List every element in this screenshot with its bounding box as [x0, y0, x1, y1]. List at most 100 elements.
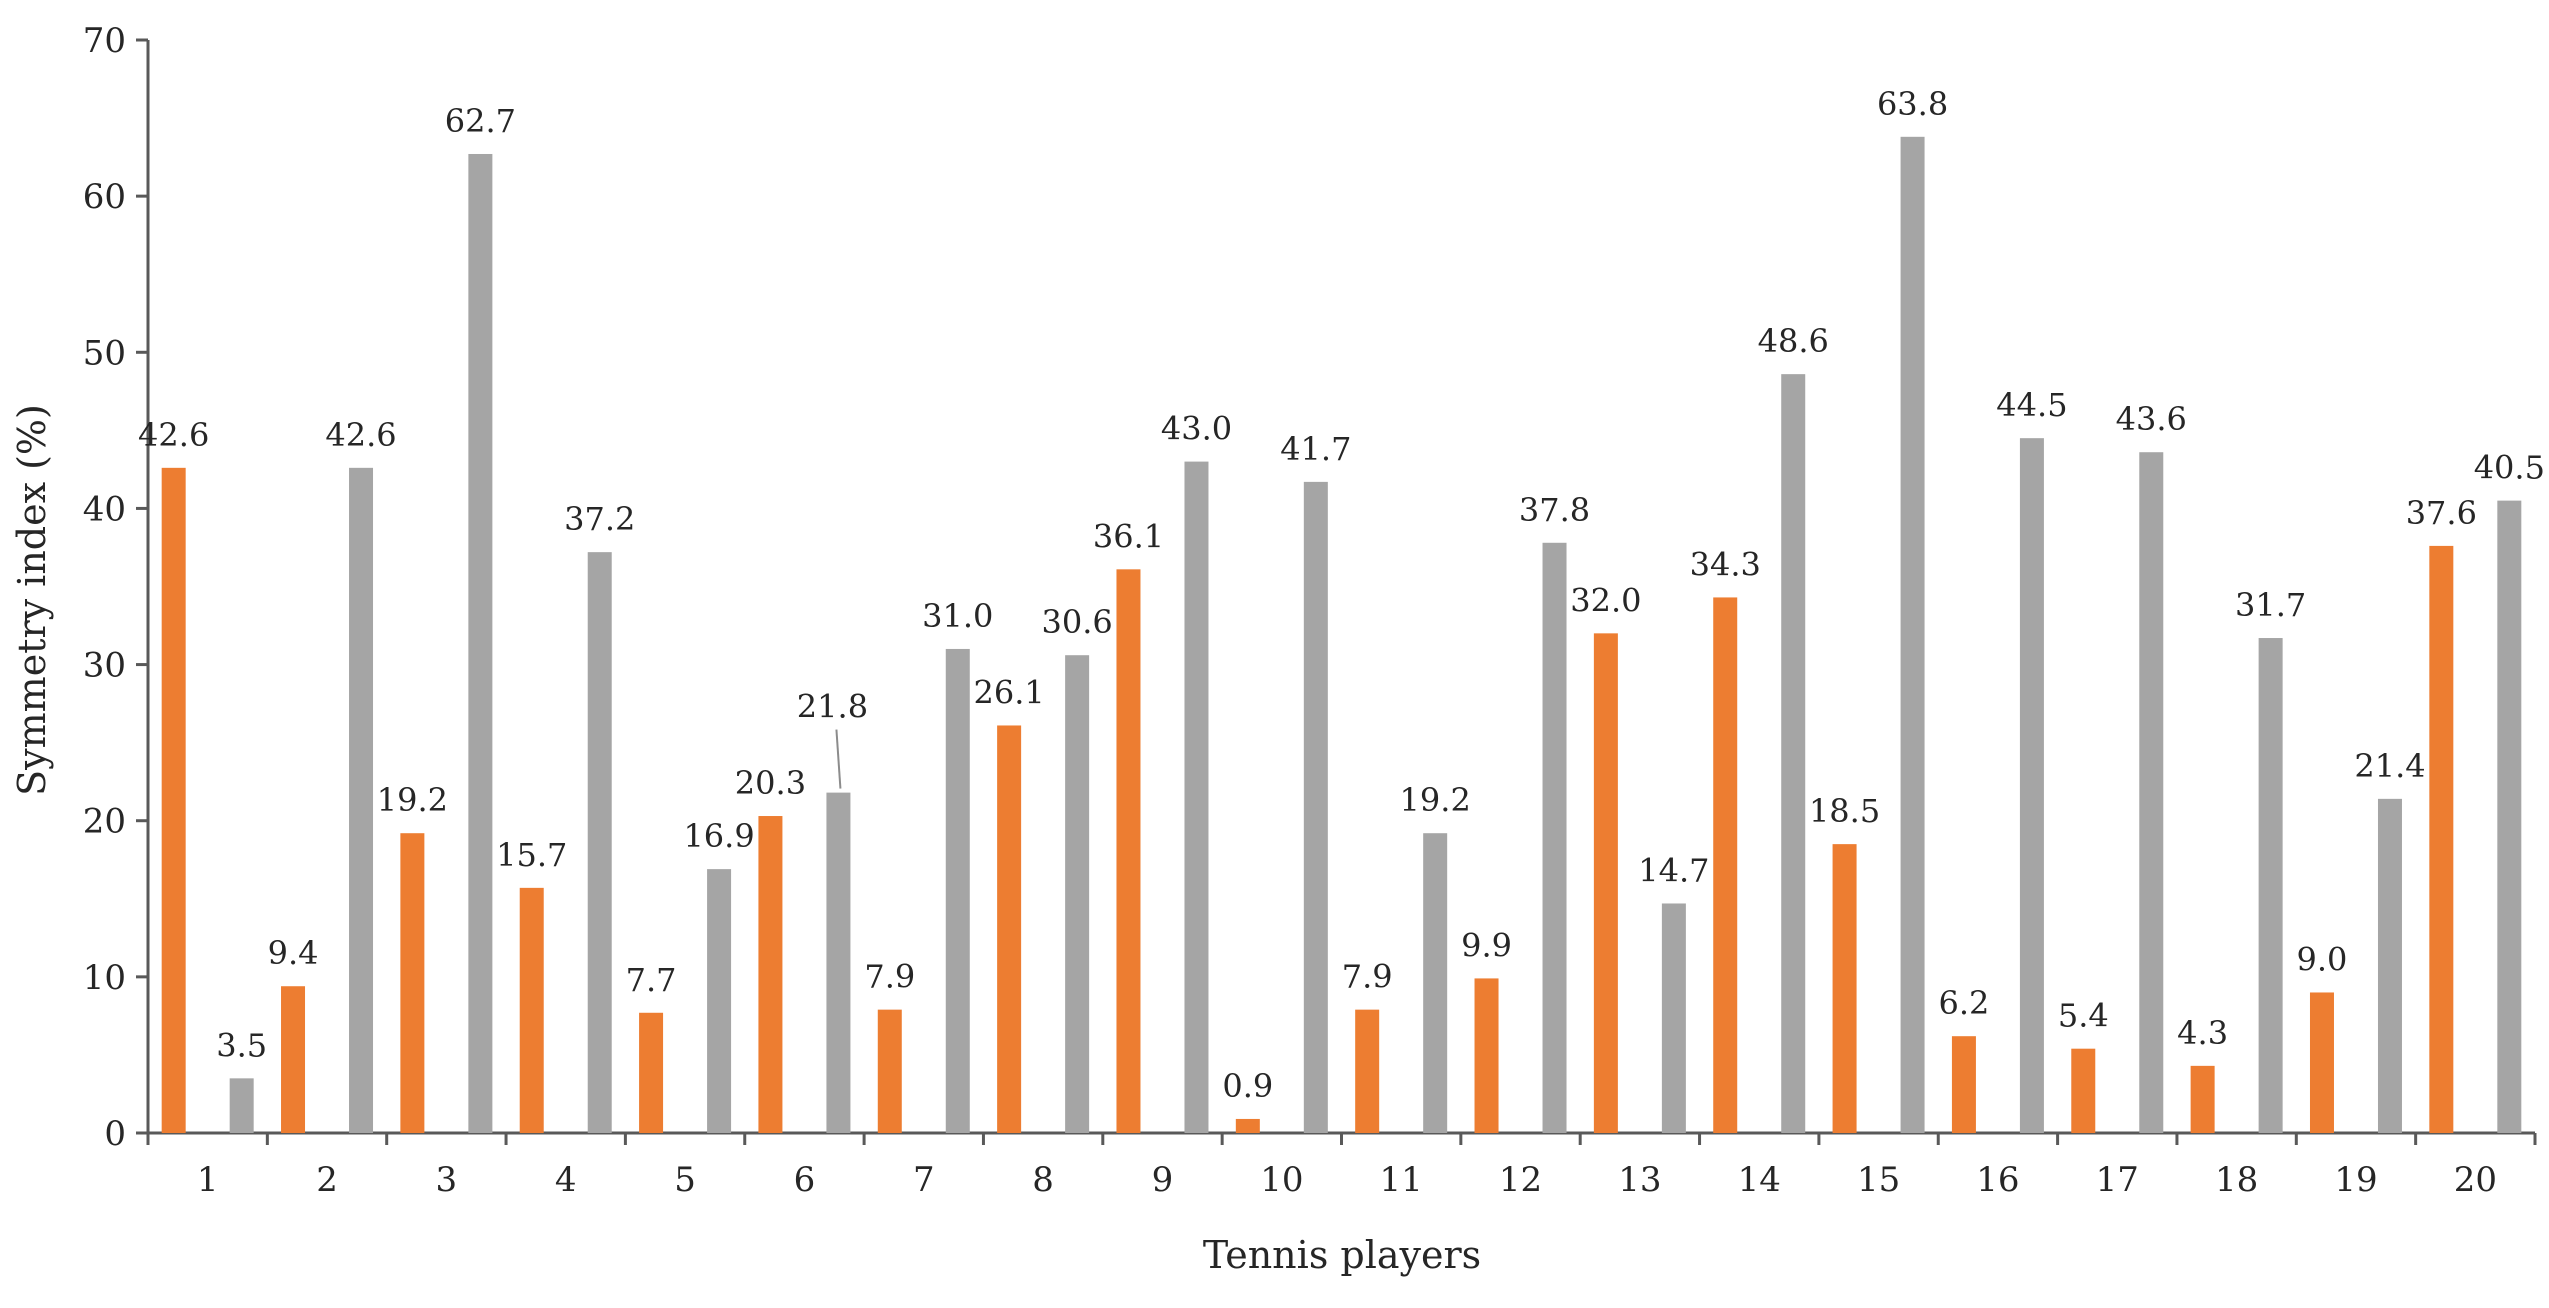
bar-series-1	[1593, 633, 1618, 1133]
bar-series-2	[1542, 542, 1567, 1133]
bar-series-2	[945, 648, 970, 1133]
data-label: 4.3	[2177, 1014, 2228, 1052]
bar-series-2	[2139, 452, 2164, 1133]
data-label: 9.0	[2297, 940, 2348, 978]
x-tick-label: 10	[1260, 1160, 1303, 1200]
y-tick-label: 20	[83, 802, 126, 842]
y-tick-label: 70	[83, 21, 126, 61]
data-label: 43.6	[2116, 400, 2187, 438]
bar-series-2	[1900, 136, 1925, 1133]
data-label: 31.0	[922, 597, 993, 635]
bar-series-1	[639, 1012, 664, 1133]
bar-series-2	[2377, 798, 2402, 1133]
y-tick-label: 40	[83, 489, 126, 529]
bar-series-2	[587, 552, 612, 1133]
data-label: 9.9	[1461, 926, 1512, 964]
x-tick-label: 19	[2334, 1160, 2377, 1200]
data-label: 32.0	[1570, 581, 1641, 619]
x-tick-label: 5	[674, 1160, 696, 1200]
x-tick-label: 6	[794, 1160, 816, 1200]
data-label: 41.7	[1280, 430, 1351, 468]
x-tick-label: 16	[1976, 1160, 2019, 1200]
x-tick-label: 7	[913, 1160, 935, 1200]
data-label: 37.8	[1519, 491, 1590, 529]
x-tick-label: 4	[555, 1160, 577, 1200]
x-tick-label: 11	[1380, 1160, 1423, 1200]
y-tick-label: 30	[83, 646, 126, 686]
data-label: 31.7	[2235, 586, 2306, 624]
bar-series-1	[2429, 545, 2454, 1133]
x-tick-label: 12	[1499, 1160, 1542, 1200]
bar-series-1	[161, 467, 186, 1133]
bar-series-2	[1423, 833, 1448, 1133]
data-label: 5.4	[2058, 997, 2109, 1035]
data-label: 37.6	[2406, 494, 2477, 532]
data-label: 7.9	[864, 958, 915, 996]
data-label: 42.6	[325, 416, 396, 454]
x-tick-label: 13	[1618, 1160, 1661, 1200]
data-label: 48.6	[1758, 322, 1829, 360]
x-tick-label: 17	[2096, 1160, 2139, 1200]
bar-series-2	[707, 869, 732, 1133]
data-label: 37.2	[564, 500, 635, 538]
data-label: 30.6	[1042, 603, 1113, 641]
data-label: 36.1	[1093, 517, 1164, 555]
bar-series-2	[2497, 500, 2522, 1133]
data-label: 40.5	[2474, 449, 2545, 487]
bar-series-1	[1713, 597, 1738, 1133]
data-label: 18.5	[1809, 792, 1880, 830]
bars	[161, 136, 2522, 1134]
bar-series-1	[877, 1009, 902, 1133]
bar-series-1	[281, 986, 306, 1133]
data-label: 63.8	[1877, 85, 1948, 123]
y-tick-label: 0	[104, 1114, 126, 1154]
x-tick-label: 20	[2454, 1160, 2497, 1200]
bar-series-2	[2019, 438, 2044, 1133]
data-label: 42.6	[138, 416, 209, 454]
bar-series-2	[349, 467, 374, 1133]
data-label: 9.4	[268, 934, 319, 972]
data-label: 0.9	[1222, 1067, 1273, 1105]
x-tick-label: 15	[1857, 1160, 1900, 1200]
data-label: 19.2	[1400, 781, 1471, 819]
bar-series-2	[2258, 638, 2283, 1133]
data-label: 21.8	[797, 688, 868, 726]
bar-series-2	[1661, 903, 1686, 1133]
data-label: 3.5	[216, 1026, 267, 1064]
y-axis-title: Symmetry index (%)	[10, 404, 54, 796]
bar-series-1	[1474, 978, 1499, 1133]
bar-series-2	[1303, 481, 1328, 1133]
data-label: 19.2	[377, 781, 448, 819]
data-label: 20.3	[735, 764, 806, 802]
bar-series-1	[997, 725, 1022, 1133]
bar-series-2	[1184, 461, 1209, 1134]
data-label: 14.7	[1638, 851, 1709, 889]
bar-series-1	[2309, 992, 2334, 1133]
data-label: 26.1	[974, 673, 1045, 711]
y-tick-label: 60	[83, 177, 126, 217]
x-tick-label: 18	[2215, 1160, 2258, 1200]
x-tick-label: 14	[1738, 1160, 1781, 1200]
data-label: 44.5	[1996, 386, 2067, 424]
x-tick-label: 2	[316, 1160, 338, 1200]
x-tick-label: 1	[197, 1160, 219, 1200]
bar-series-2	[468, 153, 493, 1134]
y-tick-label: 10	[83, 958, 126, 998]
data-label: 7.9	[1342, 958, 1393, 996]
data-labels: 42.6 9.4 19.2 15.7 7.7 20.3 7.9 26.1 36.1 0.9 7.9 9…	[138, 85, 2545, 1105]
bar-series-1	[1951, 1036, 1976, 1133]
bar-series-1	[519, 887, 544, 1133]
bar-series-1	[1355, 1009, 1380, 1133]
bar-series-2	[1781, 374, 1806, 1133]
x-tick-label: 8	[1032, 1160, 1054, 1200]
data-label: 15.7	[496, 836, 567, 874]
data-label: 7.7	[626, 961, 677, 999]
y-tick-label: 50	[83, 333, 126, 373]
bar-series-2	[826, 792, 851, 1133]
data-label: 34.3	[1690, 545, 1761, 583]
x-tick-label: 9	[1152, 1160, 1174, 1200]
bar-series-1	[2071, 1048, 2096, 1133]
